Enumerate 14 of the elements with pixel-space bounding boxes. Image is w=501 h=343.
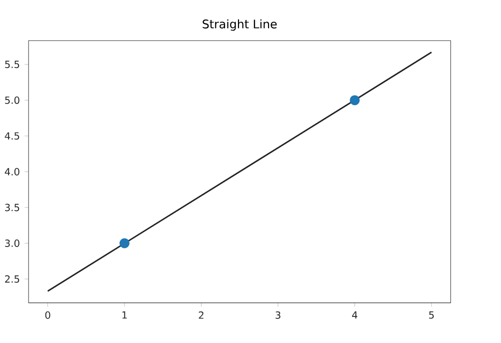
y-tick-label: 3.5 xyxy=(5,204,20,212)
x-tick-label: 4 xyxy=(352,311,358,318)
x-tick-label: 5 xyxy=(429,311,434,319)
y-tick-label: 3.0 xyxy=(5,239,20,247)
x-tick-label: 0 xyxy=(45,311,50,319)
y-tick-label: 2.5 xyxy=(5,275,20,283)
y-tick-label: 4.0 xyxy=(4,168,20,176)
x-tick-label: 2 xyxy=(198,311,204,319)
y-tick-label: 4.5 xyxy=(4,132,20,140)
x-tick-label: 1 xyxy=(122,311,127,318)
chart-title: Straight Line xyxy=(202,19,277,31)
x-tick-label: 3 xyxy=(276,311,280,319)
y-tick-label: 5.5 xyxy=(5,60,20,68)
y-tick-label: 5.0 xyxy=(5,96,20,104)
